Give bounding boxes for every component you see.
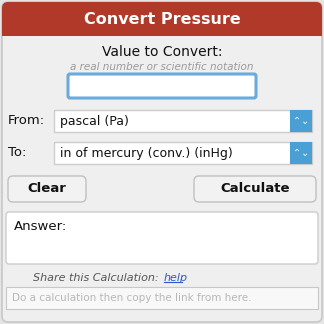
Text: Value to Convert:: Value to Convert:	[102, 45, 222, 59]
Text: Share this Calculation:: Share this Calculation:	[33, 273, 162, 283]
Bar	[54, 142, 312, 164]
Text: pascal (Pa): pascal (Pa)	[60, 114, 129, 128]
Bar	[54, 110, 312, 132]
Text: Clear: Clear	[28, 182, 66, 195]
Text: From:: From:	[8, 113, 45, 126]
Text: a real number or scientific notation: a real number or scientific notation	[70, 62, 254, 72]
Bar	[2, 20, 322, 36]
FancyBboxPatch shape	[194, 176, 316, 202]
Text: To:: To:	[8, 145, 26, 158]
Bar	[6, 287, 318, 309]
Text: help: help	[164, 273, 188, 283]
Text: in of mercury (conv.) (inHg): in of mercury (conv.) (inHg)	[60, 146, 233, 159]
FancyBboxPatch shape	[68, 74, 256, 98]
Text: Calculate: Calculate	[220, 182, 290, 195]
Text: Answer:: Answer:	[14, 219, 67, 233]
Text: ⌃⌄: ⌃⌄	[293, 116, 309, 126]
Text: ⌃⌄: ⌃⌄	[293, 148, 309, 158]
FancyBboxPatch shape	[2, 2, 322, 36]
FancyBboxPatch shape	[2, 2, 322, 322]
Text: Do a calculation then copy the link from here.: Do a calculation then copy the link from…	[12, 293, 251, 303]
Text: Convert Pressure: Convert Pressure	[84, 11, 240, 27]
FancyBboxPatch shape	[6, 212, 318, 264]
FancyBboxPatch shape	[8, 176, 86, 202]
Bar	[290, 142, 312, 164]
Bar	[290, 110, 312, 132]
